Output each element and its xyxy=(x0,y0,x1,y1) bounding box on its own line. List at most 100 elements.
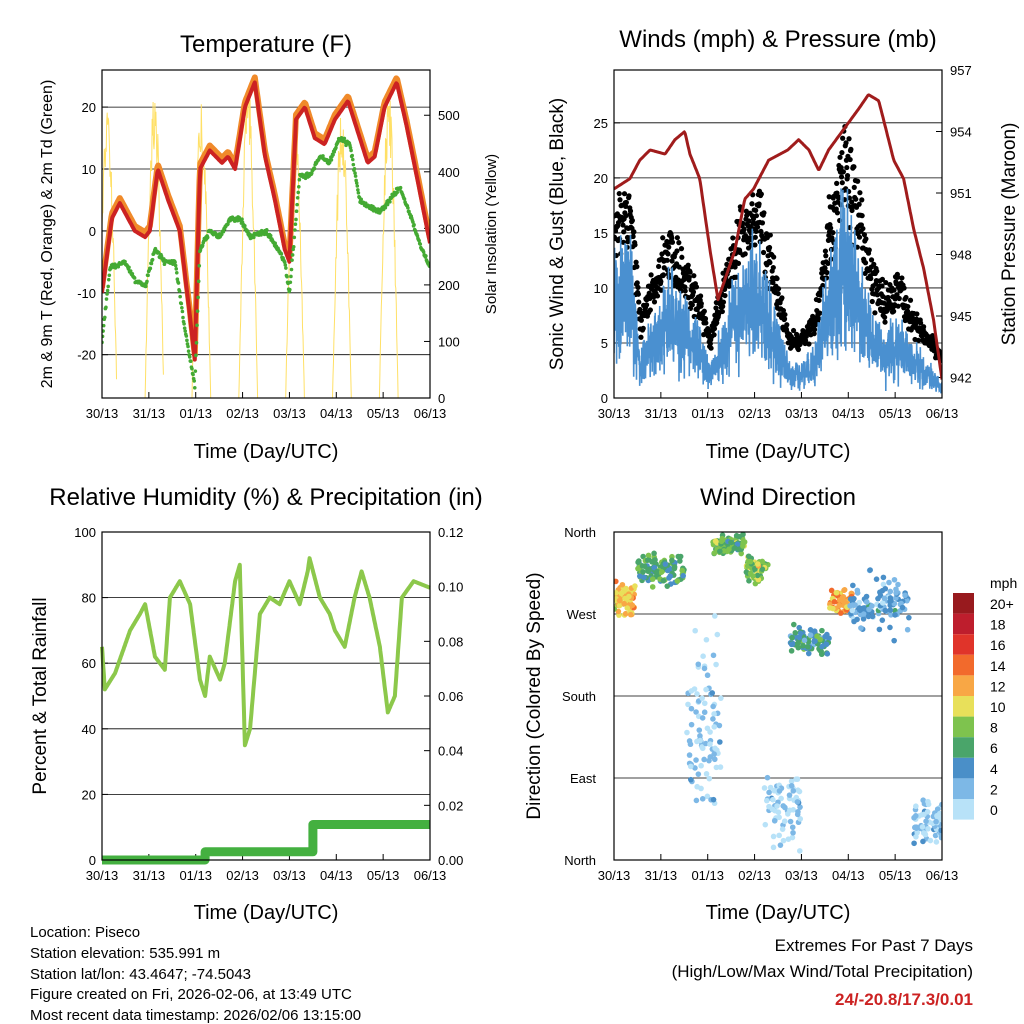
gust-point xyxy=(790,327,797,334)
gust-point xyxy=(648,272,654,278)
gust-point xyxy=(811,330,817,337)
gust-point xyxy=(689,302,695,308)
direction-point xyxy=(899,604,906,611)
direction-point xyxy=(688,721,695,728)
dewpoint-point xyxy=(355,184,360,188)
direction-point xyxy=(658,569,665,575)
gust-point xyxy=(780,307,787,314)
gust-point xyxy=(848,146,854,152)
colorbar-label: 4 xyxy=(990,761,998,777)
dewpoint-point xyxy=(104,305,108,310)
gust-point xyxy=(837,154,843,160)
gust-point xyxy=(720,303,726,310)
gust-point xyxy=(674,248,680,254)
plot-frame xyxy=(613,69,943,399)
gust-point xyxy=(629,217,635,224)
y2-tick-label: 954 xyxy=(950,125,972,140)
direction-point xyxy=(867,567,873,573)
y2-tick-label: 0.04 xyxy=(438,744,463,759)
gust-point xyxy=(697,293,704,299)
gust-point xyxy=(784,322,790,328)
direction-point xyxy=(776,832,782,839)
gust-point xyxy=(711,332,717,338)
direction-point xyxy=(721,548,727,554)
gust-point xyxy=(735,260,742,266)
direction-point xyxy=(755,576,762,583)
direction-point xyxy=(686,752,693,758)
direction-point xyxy=(789,834,796,841)
dewpoint-point xyxy=(192,385,197,390)
dewpoint-point xyxy=(418,242,423,246)
gust-point xyxy=(760,249,767,256)
direction-point xyxy=(789,641,796,647)
gust-point xyxy=(758,228,764,235)
direction-point xyxy=(895,581,901,588)
direction-point xyxy=(911,840,917,847)
direction-point xyxy=(654,568,661,575)
dewpoint-point xyxy=(196,295,200,300)
dewpoint-point xyxy=(293,222,298,226)
direction-point xyxy=(717,764,724,770)
gust-point xyxy=(679,254,685,260)
plot-frame xyxy=(101,69,431,399)
gust-point xyxy=(823,275,830,281)
direction-point xyxy=(893,589,899,596)
y2-tick-label: 0 xyxy=(438,391,445,406)
direction-point xyxy=(764,774,771,781)
gust-point xyxy=(775,291,781,297)
direction-point xyxy=(677,558,683,564)
direction-point xyxy=(881,595,888,602)
dewpoint-point xyxy=(197,263,202,268)
direction-point xyxy=(812,638,818,644)
direction-point xyxy=(667,573,673,580)
gust-point xyxy=(698,300,704,307)
direction-point xyxy=(671,564,678,570)
gust-point xyxy=(849,207,855,214)
y-tick-label: 20 xyxy=(82,100,96,115)
direction-point xyxy=(747,570,754,577)
gust-point xyxy=(651,299,658,305)
direction-point xyxy=(770,796,776,803)
gust-point xyxy=(775,286,782,292)
direction-point xyxy=(622,610,629,617)
direction-point xyxy=(833,589,840,596)
direction-point xyxy=(830,605,836,612)
direction-point xyxy=(641,574,647,581)
direction-point xyxy=(680,572,686,579)
x-tick-label: 04/13 xyxy=(832,406,865,421)
x-tick-label: 31/13 xyxy=(133,868,166,883)
x-tick-label: 03/13 xyxy=(785,868,818,883)
direction-point xyxy=(646,566,652,573)
direction-point xyxy=(761,785,768,791)
dewpoint-point xyxy=(342,136,347,141)
colorbar-label: 6 xyxy=(990,740,998,756)
gust-point xyxy=(779,295,785,301)
dewpoint-point xyxy=(149,261,154,266)
direction-point xyxy=(696,727,703,733)
gust-point xyxy=(623,213,629,219)
direction-point xyxy=(664,583,671,589)
location-text: Location: Piseco xyxy=(30,924,140,941)
gust-point xyxy=(682,288,688,294)
gust-point xyxy=(754,224,761,230)
gust-point xyxy=(767,232,773,238)
dewpoint-point xyxy=(348,145,353,150)
y-tick-label: 10 xyxy=(82,162,96,177)
solar-insolation-line xyxy=(102,112,117,380)
direction-point xyxy=(932,832,939,839)
direction-point xyxy=(619,581,626,588)
direction-point xyxy=(913,833,919,840)
gust-point xyxy=(635,291,641,297)
extremes-value: 24/-20.8/17.3/0.01 xyxy=(835,990,973,1009)
direction-point xyxy=(794,811,801,818)
direction-point xyxy=(787,818,794,825)
direction-point xyxy=(912,824,919,830)
direction-point xyxy=(652,557,658,563)
direction-point xyxy=(780,837,787,844)
gust-point xyxy=(630,233,636,240)
y2-tick-label: 948 xyxy=(950,248,972,263)
direction-point xyxy=(695,661,702,668)
humidity-title: Relative Humidity (%) & Precipitation (i… xyxy=(49,484,482,511)
series-group xyxy=(614,93,942,394)
